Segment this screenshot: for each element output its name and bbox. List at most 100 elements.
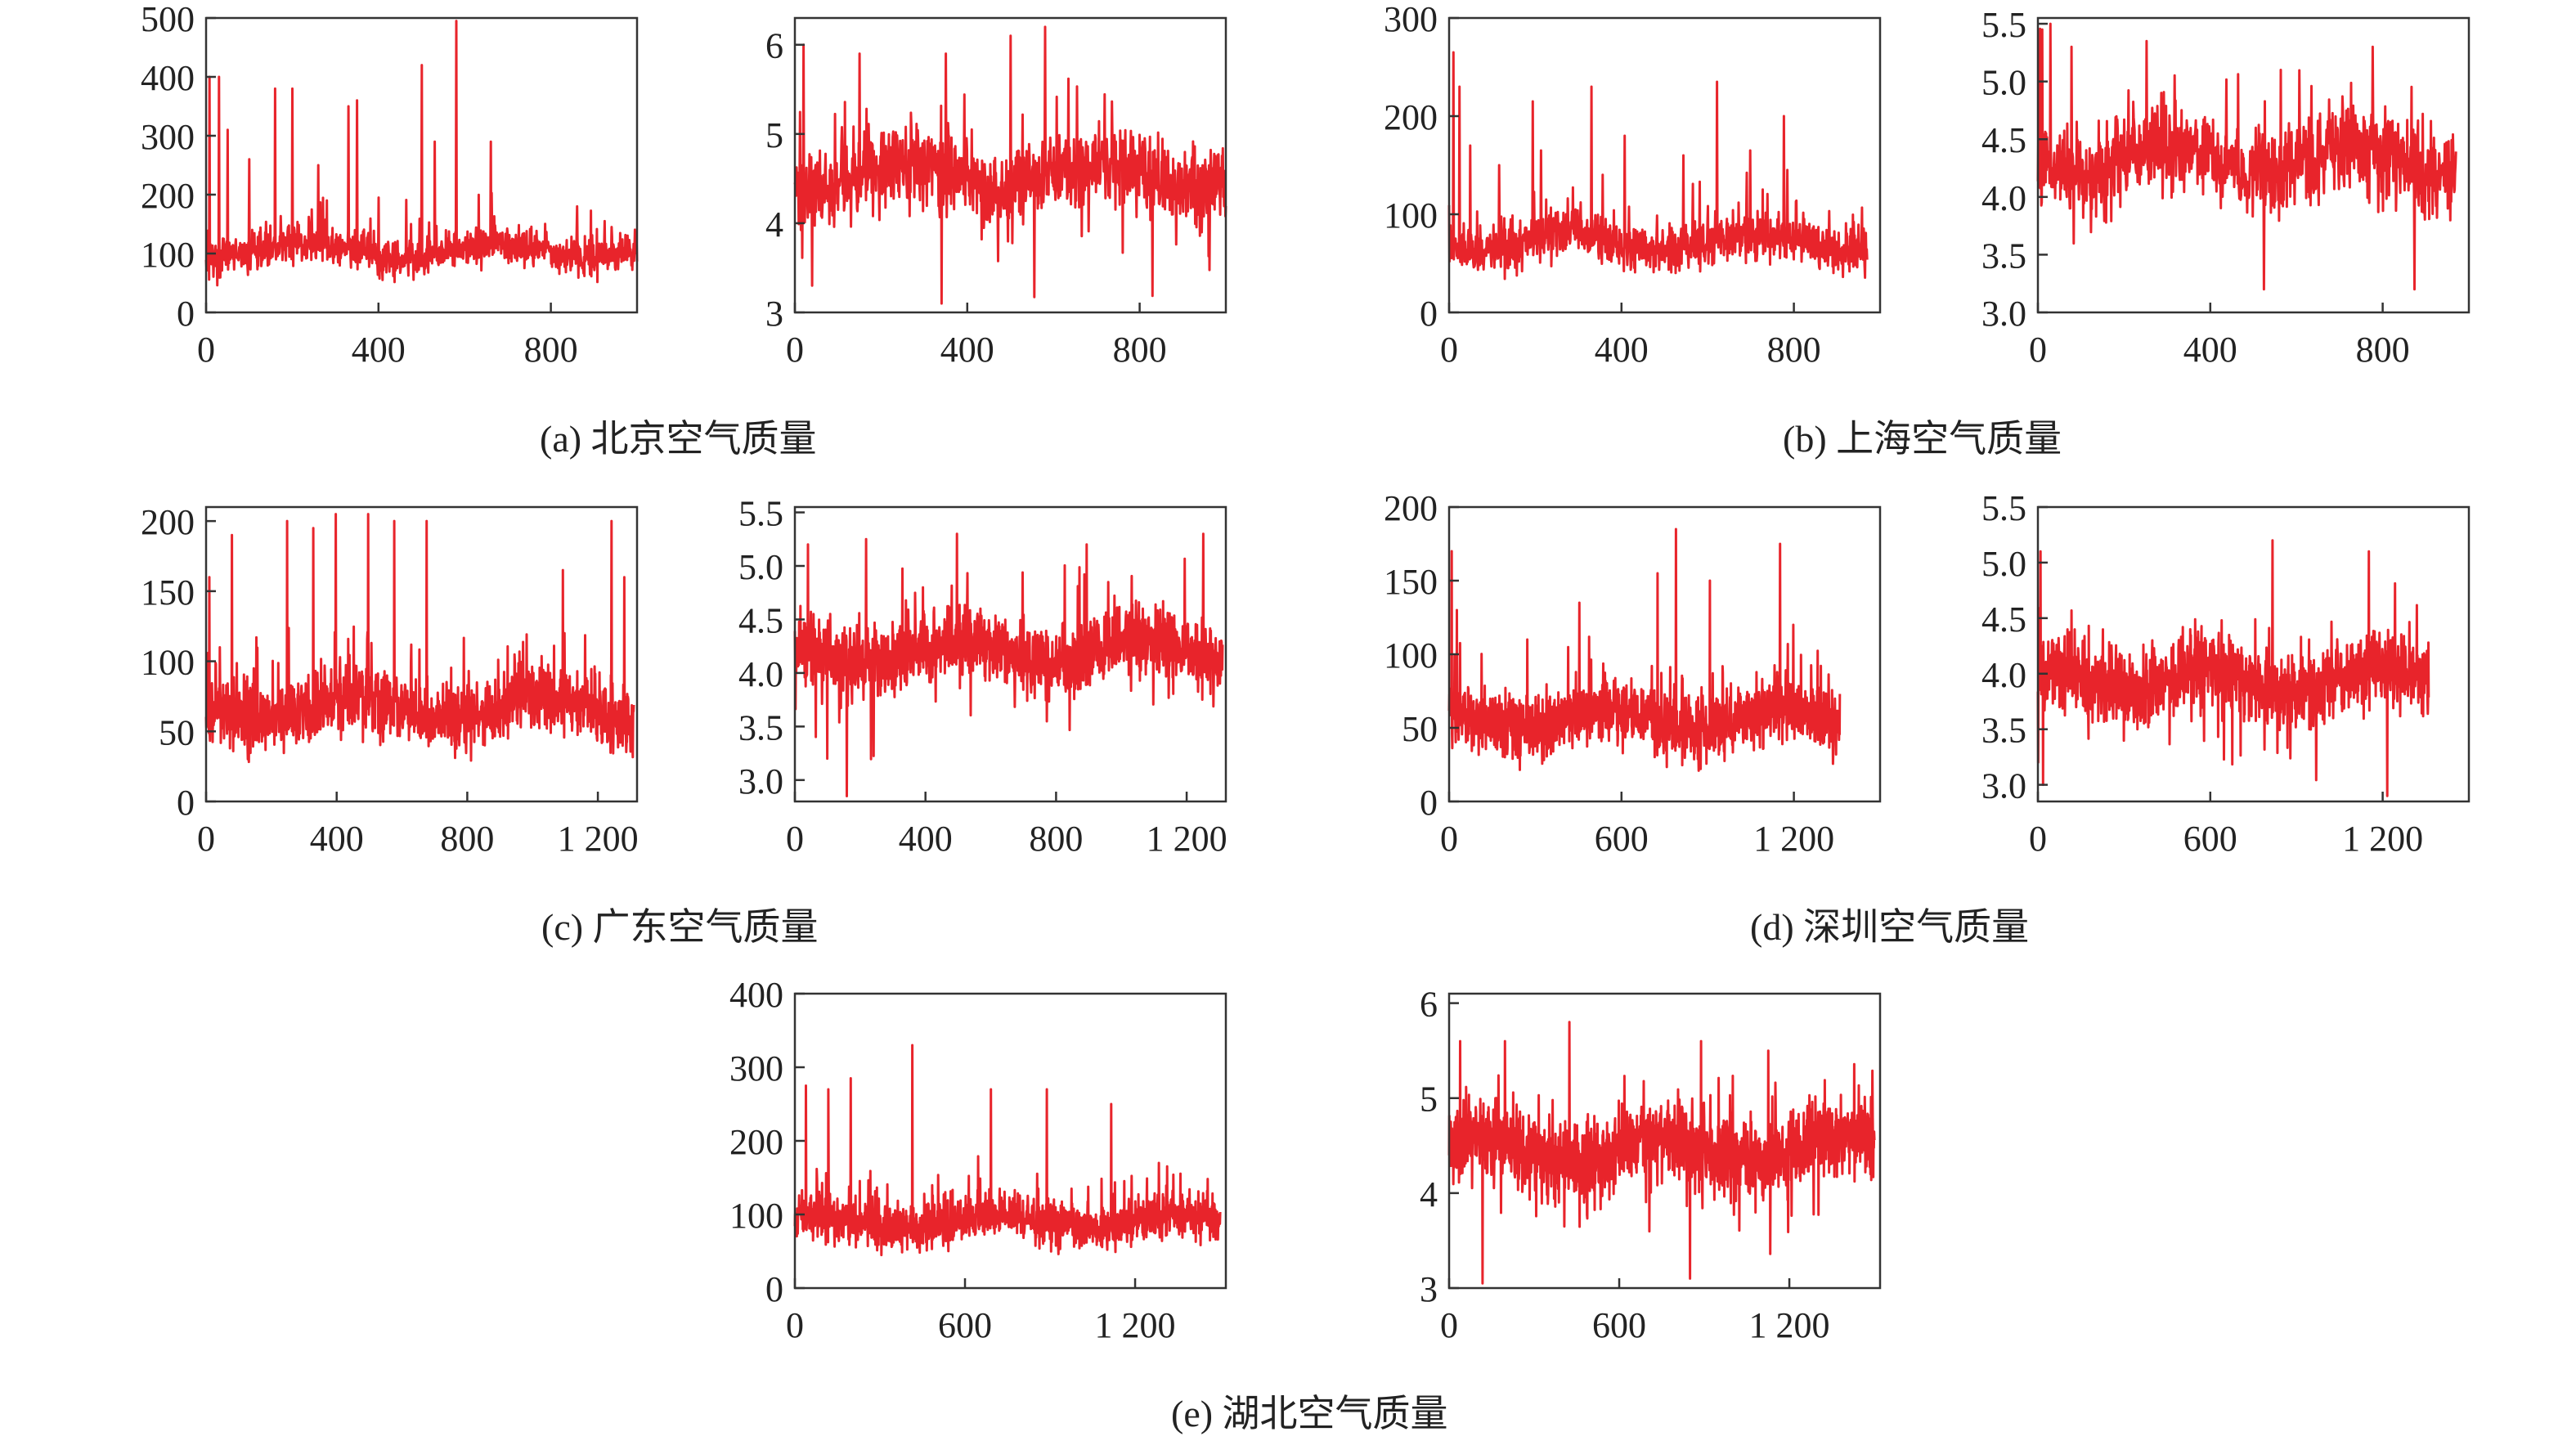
series-line-b-right xyxy=(2036,22,2457,291)
chart-c-left: 0 50 100 150 200 0 400 800 1 200 xyxy=(141,502,639,859)
chart-b-right: 3.0 3.5 4.0 4.5 5.0 5.5 0 400 800 xyxy=(1981,5,2471,370)
y-tick-label-e-right-0: 3 xyxy=(1420,1269,1438,1309)
y-tick-label-a-left-5: 500 xyxy=(141,0,195,39)
x-tick-label-e-right-0: 0 xyxy=(1440,1305,1458,1345)
x-tick-label-c-right-2: 800 xyxy=(1029,819,1083,859)
x-tick-label-c-right-0: 0 xyxy=(786,819,804,859)
x-tick-label-d-right-1: 600 xyxy=(2183,819,2237,859)
y-tick-label-a-right-3: 6 xyxy=(765,26,783,66)
chart-a-right: 3 4 5 6 0 400 800 xyxy=(765,16,1227,370)
x-tick-label-e-right-2: 1 200 xyxy=(1749,1305,1830,1345)
y-tick-label-d-right-3: 4.5 xyxy=(1981,599,2026,640)
y-tick-label-d-right-2: 4.0 xyxy=(1981,655,2026,695)
chart-e-right: 3 4 5 6 0 600 1 200 xyxy=(1420,985,1882,1345)
y-tick-label-a-left-1: 100 xyxy=(141,235,195,275)
y-tick-label-c-right-3: 4.5 xyxy=(738,600,783,640)
caption-d: (d) 深圳空气质量 xyxy=(1750,906,2030,948)
chart-e-left: 0 100 200 300 400 0 600 1 200 xyxy=(729,975,1227,1345)
x-tick-label-a-left-2: 800 xyxy=(524,330,578,370)
y-tick-label-d-left-4: 200 xyxy=(1384,488,1438,528)
x-tick-label-c-right-3: 1 200 xyxy=(1147,819,1227,859)
x-tick-label-b-right-1: 400 xyxy=(2183,330,2237,370)
x-tick-label-a-left-0: 0 xyxy=(197,330,215,370)
x-tick-label-b-left-1: 400 xyxy=(1595,330,1649,370)
x-tick-label-d-left-1: 600 xyxy=(1595,819,1649,859)
caption-a: (a) 北京空气质量 xyxy=(540,418,817,460)
y-tick-label-e-left-3: 300 xyxy=(729,1048,783,1089)
plot-frame-e-left xyxy=(793,992,1227,1290)
y-tick-label-c-right-1: 3.5 xyxy=(738,707,783,747)
y-tick-label-e-left-1: 100 xyxy=(729,1196,783,1236)
series-line-a-left xyxy=(204,20,639,287)
y-tick-label-a-left-4: 400 xyxy=(141,58,195,98)
y-tick-label-a-right-2: 5 xyxy=(765,115,783,155)
y-tick-label-a-right-0: 3 xyxy=(765,294,783,334)
x-tick-label-c-left-3: 1 200 xyxy=(558,819,639,859)
plot-frame-c-left xyxy=(204,505,639,803)
x-tick-label-b-left-0: 0 xyxy=(1440,330,1458,370)
series-line-e-right xyxy=(1447,1021,1876,1285)
y-tick-label-c-left-4: 200 xyxy=(141,502,195,542)
x-tick-label-e-left-1: 600 xyxy=(938,1305,992,1345)
y-tick-label-e-right-3: 6 xyxy=(1420,985,1438,1025)
y-tick-label-e-right-2: 5 xyxy=(1420,1080,1438,1120)
y-tick-label-d-right-0: 3.0 xyxy=(1981,766,2026,806)
y-tick-label-c-right-4: 5.0 xyxy=(738,547,783,587)
x-tick-label-a-right-1: 400 xyxy=(940,330,994,370)
x-tick-label-d-right-0: 0 xyxy=(2029,819,2047,859)
plot-frame-e-right xyxy=(1447,992,1882,1290)
series-line-d-left xyxy=(1447,527,1842,772)
y-tick-label-d-left-2: 100 xyxy=(1384,635,1438,676)
plot-frame-d-right xyxy=(2036,505,2471,803)
series-line-c-left xyxy=(204,513,635,764)
chart-a-left: 0 100 200 300 400 500 0 400 800 xyxy=(141,0,639,370)
caption-b: (b) 上海空气质量 xyxy=(1783,418,2062,460)
y-tick-label-c-right-5: 5.5 xyxy=(738,494,783,534)
y-tick-label-c-left-0: 0 xyxy=(177,783,195,823)
y-tick-label-a-right-1: 4 xyxy=(765,204,783,245)
series-line-e-left xyxy=(793,1044,1222,1257)
y-tick-label-d-left-1: 50 xyxy=(1402,709,1438,749)
y-tick-label-e-left-2: 200 xyxy=(729,1122,783,1162)
x-tick-label-c-left-0: 0 xyxy=(197,819,215,859)
plot-frame-a-left xyxy=(204,16,639,314)
x-tick-label-e-left-0: 0 xyxy=(786,1305,804,1345)
chart-b-left: 0 100 200 300 0 400 800 xyxy=(1384,0,1882,370)
y-tick-label-e-right-1: 4 xyxy=(1420,1174,1438,1214)
series-line-b-left xyxy=(1447,51,1869,281)
y-tick-label-b-right-3: 4.5 xyxy=(1981,120,2026,160)
y-tick-label-b-left-3: 300 xyxy=(1384,0,1438,39)
x-tick-label-d-right-2: 1 200 xyxy=(2342,819,2423,859)
plot-frame-b-right xyxy=(2036,16,2471,314)
x-tick-label-b-right-0: 0 xyxy=(2029,330,2047,370)
y-tick-label-a-left-3: 300 xyxy=(141,117,195,157)
y-tick-label-c-right-0: 3.0 xyxy=(738,761,783,801)
series-line-c-right xyxy=(793,532,1224,797)
caption-e: (e) 湖北空气质量 xyxy=(1171,1393,1448,1434)
y-tick-label-c-left-2: 100 xyxy=(141,643,195,683)
y-tick-label-d-left-3: 150 xyxy=(1384,562,1438,602)
y-tick-label-e-left-0: 0 xyxy=(765,1269,783,1309)
chart-d-left: 0 50 100 150 200 0 600 1 200 xyxy=(1384,488,1882,859)
plot-frame-a-right xyxy=(793,16,1227,314)
chart-c-right: 3.0 3.5 4.0 4.5 5.0 5.5 0 400 800 1 200 xyxy=(738,494,1227,859)
series-line-a-right xyxy=(793,25,1227,305)
x-tick-label-a-right-0: 0 xyxy=(786,330,804,370)
y-tick-label-c-left-3: 150 xyxy=(141,572,195,613)
y-tick-label-b-right-0: 3.0 xyxy=(1981,294,2026,334)
plot-frame-b-left xyxy=(1447,16,1882,314)
x-tick-label-a-left-1: 400 xyxy=(352,330,406,370)
y-tick-label-a-left-2: 200 xyxy=(141,176,195,216)
series-line-d-right xyxy=(2036,539,2430,797)
y-tick-label-d-left-0: 0 xyxy=(1420,783,1438,823)
y-tick-label-b-right-1: 3.5 xyxy=(1981,236,2026,276)
x-tick-label-d-left-2: 1 200 xyxy=(1753,819,1834,859)
y-tick-label-e-left-4: 400 xyxy=(729,975,783,1015)
x-tick-label-d-left-0: 0 xyxy=(1440,819,1458,859)
plot-frame-c-right xyxy=(793,505,1227,803)
y-tick-label-b-right-5: 5.5 xyxy=(1981,5,2026,45)
x-tick-label-e-left-2: 1 200 xyxy=(1095,1305,1176,1345)
y-tick-label-a-left-0: 0 xyxy=(177,294,195,334)
y-tick-label-c-right-2: 4.0 xyxy=(738,654,783,694)
